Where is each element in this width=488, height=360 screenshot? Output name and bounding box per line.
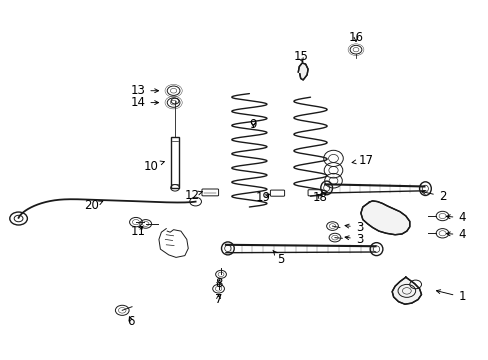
Text: 20: 20 — [84, 199, 102, 212]
Text: 6: 6 — [127, 315, 135, 328]
Text: 3: 3 — [345, 221, 363, 234]
Text: 19: 19 — [255, 191, 270, 204]
Text: 2: 2 — [421, 190, 446, 203]
Text: 12: 12 — [184, 189, 202, 202]
Text: 15: 15 — [293, 50, 307, 63]
Text: 3: 3 — [345, 233, 363, 246]
Polygon shape — [298, 63, 307, 80]
Text: 4: 4 — [446, 228, 465, 241]
Text: 16: 16 — [348, 31, 363, 44]
Text: 18: 18 — [312, 191, 327, 204]
Text: 9: 9 — [249, 118, 257, 131]
Text: 8: 8 — [214, 277, 222, 290]
Text: 13: 13 — [130, 84, 158, 97]
Text: 11: 11 — [130, 225, 145, 238]
Text: 10: 10 — [143, 160, 164, 173]
Text: 17: 17 — [351, 154, 372, 167]
Text: 4: 4 — [446, 211, 465, 224]
Text: 5: 5 — [272, 250, 285, 266]
Text: 7: 7 — [214, 293, 222, 306]
Bar — [171, 137, 179, 188]
Text: 14: 14 — [130, 96, 158, 109]
Polygon shape — [391, 277, 421, 304]
Polygon shape — [360, 201, 409, 235]
Text: 1: 1 — [436, 290, 465, 303]
